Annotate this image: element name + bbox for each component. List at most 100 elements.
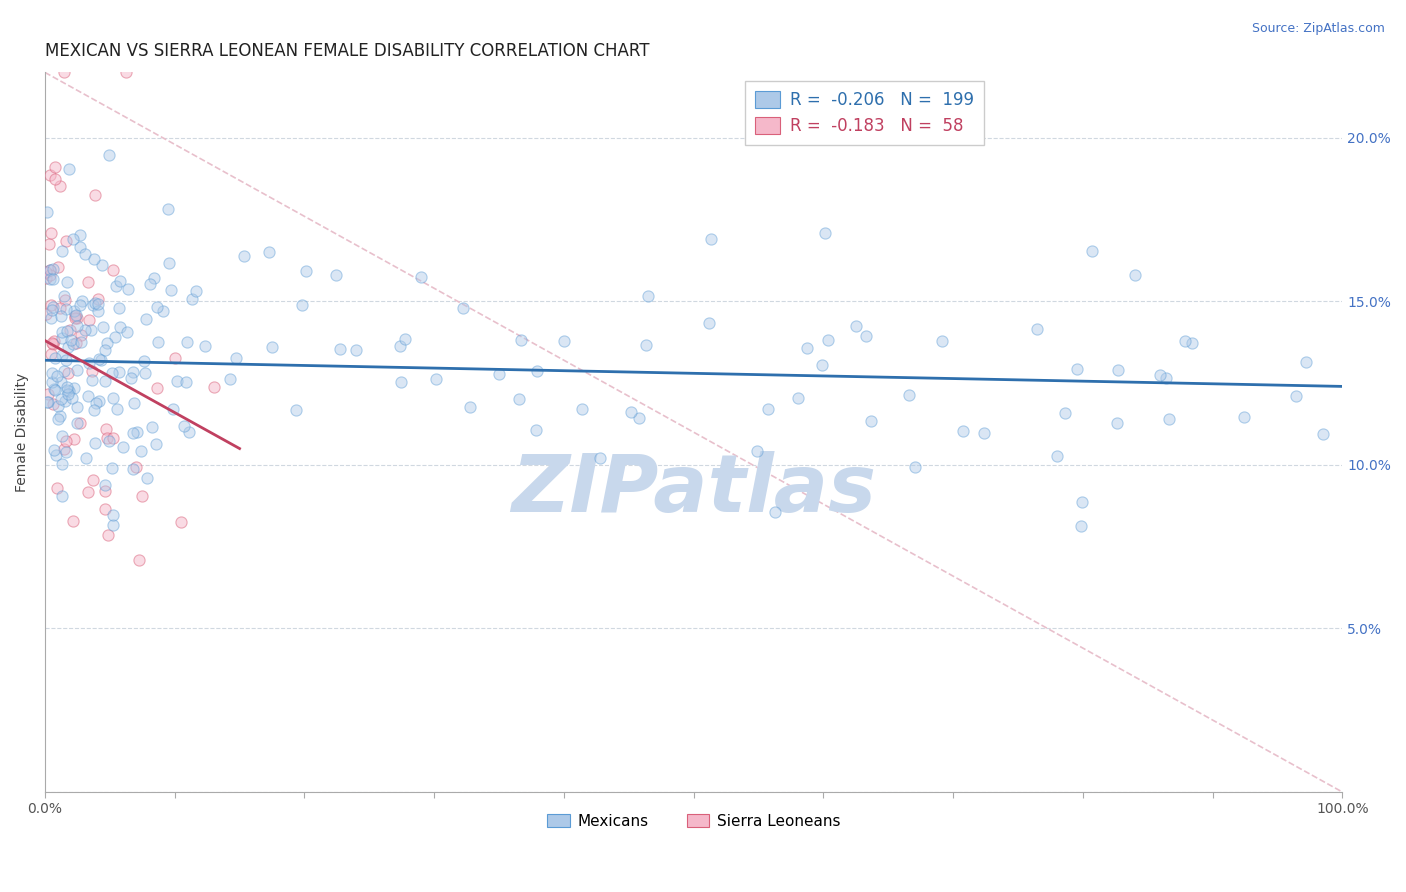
Point [145,436,167,450]
Point [898,388,921,402]
Point [194,339,217,353]
Point [65,336,87,351]
Point [53,364,76,378]
Point [103,508,125,523]
Point [1066,362,1088,376]
Point [1233,410,1256,425]
Point [55,301,77,316]
Point [488,367,510,381]
Point [52,65,75,79]
Point [257,244,280,259]
Point [38,271,60,285]
Point [620,405,643,419]
Point [107,301,129,315]
Point [41,366,63,380]
Point [69,240,91,254]
Point [83,252,105,267]
Point [553,334,575,348]
Point [94,422,117,436]
Point [1149,368,1171,382]
Point [37,394,59,409]
Point [845,319,868,334]
Point [146,381,169,395]
Point [84,188,107,202]
Point [94,501,117,516]
Point [39,226,62,240]
Point [388,339,411,353]
Point [37,387,59,401]
Point [39,169,62,183]
Point [56,380,79,394]
Point [55,234,77,248]
Point [125,425,148,440]
Point [93,477,115,491]
Point [108,365,131,379]
Point [45,481,67,495]
Point [91,258,114,272]
Point [66,311,89,326]
Point [51,331,73,345]
Point [75,451,97,466]
Point [859,413,882,427]
Point [458,400,481,414]
Point [122,365,145,379]
Point [814,226,837,240]
Point [86,303,108,318]
Point [89,394,111,409]
Point [524,423,547,437]
Point [77,313,100,327]
Point [51,428,73,442]
Point [132,354,155,368]
Point [87,352,110,367]
Point [104,329,127,343]
Y-axis label: Female Disability: Female Disability [15,373,30,491]
Point [786,391,808,405]
Point [44,171,66,186]
Point [218,372,240,386]
Point [636,338,658,352]
Point [56,366,79,380]
Point [94,483,117,498]
Point [159,283,181,297]
Point [111,440,134,454]
Point [96,335,118,350]
Point [163,351,186,366]
Point [233,249,256,263]
Point [156,202,179,216]
Point [453,301,475,315]
Point [60,391,83,405]
Point [51,348,73,362]
Point [56,386,79,401]
Point [52,442,75,457]
Point [325,268,347,283]
Point [225,351,247,365]
Point [42,334,65,349]
Point [42,442,65,457]
Point [48,409,70,424]
Point [52,289,75,303]
Point [135,311,157,326]
Point [1025,322,1047,336]
Point [97,434,120,448]
Point [86,396,108,410]
Point [747,443,769,458]
Point [87,292,110,306]
Point [93,343,115,357]
Point [42,262,65,277]
Point [82,297,104,311]
Point [128,553,150,567]
Point [1071,495,1094,509]
Point [49,301,72,315]
Point [41,302,63,317]
Point [973,425,995,440]
Point [35,264,58,278]
Point [51,489,73,503]
Point [202,380,225,394]
Point [41,310,63,325]
Point [952,424,974,438]
Point [101,517,124,532]
Point [51,376,73,390]
Point [46,260,69,274]
Legend: Mexicans, Sierra Leoneans: Mexicans, Sierra Leoneans [540,807,846,835]
Point [59,333,82,347]
